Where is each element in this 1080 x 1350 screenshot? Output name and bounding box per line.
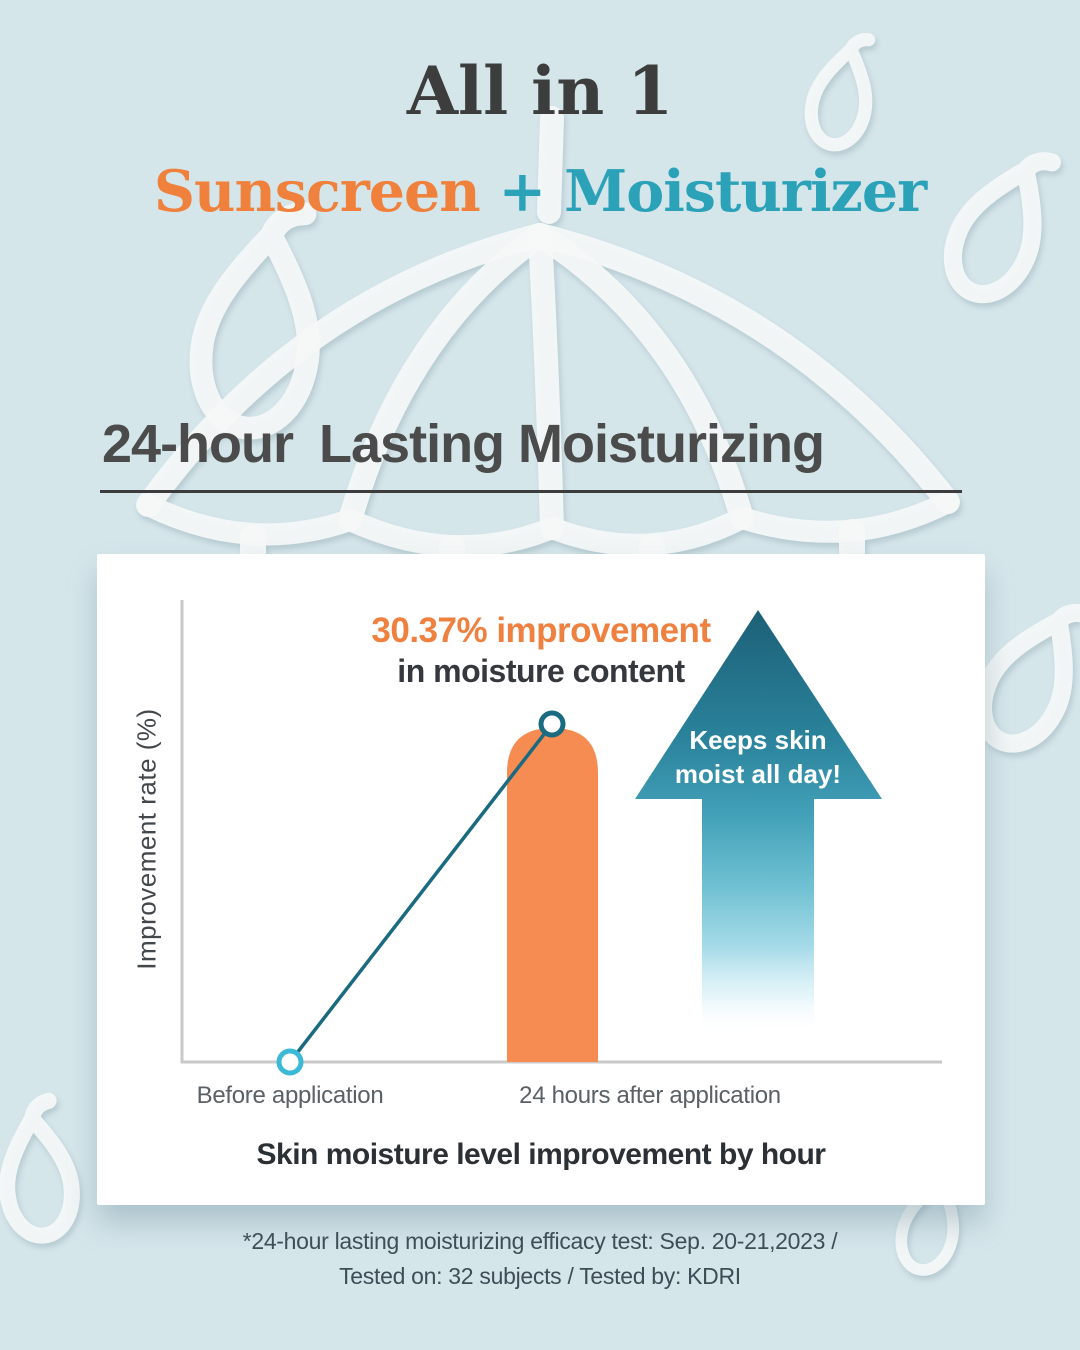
arrow-label: Keeps skin moist all day! — [675, 723, 841, 791]
marker-before — [276, 1048, 304, 1076]
subtitle-moisturizer: Moisturizer — [564, 158, 927, 225]
bar-after-application — [507, 728, 598, 1062]
subtitle-sunscreen: Sunscreen — [153, 158, 481, 225]
cream-drop-shape — [189, 202, 320, 440]
upward-arrow-shape — [635, 610, 882, 1034]
x-tick-after: 24 hours after application — [519, 1082, 781, 1109]
x-tick-before: Before application — [196, 1082, 384, 1109]
trend-line — [288, 722, 554, 1064]
arrow-label-line1: Keeps skin — [689, 725, 827, 755]
cream-drop-shape — [973, 603, 1080, 753]
subtitle-plus: + — [479, 158, 565, 225]
umbrella-spike-shape — [537, 106, 564, 224]
footnote-line1: *24-hour lasting moisturizing efficacy t… — [242, 1228, 838, 1254]
page-subtitle: Sunscreen + Moisturizer — [0, 158, 1080, 225]
improvement-detail: in moisture content — [397, 653, 685, 689]
cream-drop-shape — [943, 152, 1061, 304]
y-axis-label: Improvement rate (%) — [131, 708, 162, 970]
chart-graphics — [180, 600, 942, 1076]
improvement-annotation: 30.37% improvement in moisture content — [97, 610, 985, 692]
section-heading-lead: 24-hour — [102, 414, 294, 474]
improvement-highlight: 30.37% improvement — [371, 611, 711, 650]
page-title: All in 1 — [406, 52, 674, 130]
footnote-line2: Tested on: 32 subjects / Tested by: KDRI — [339, 1263, 741, 1289]
footnote: *24-hour lasting moisturizing efficacy t… — [0, 1224, 1080, 1294]
arrow-label-line2: moist all day! — [674, 759, 842, 789]
chart-card: 30.37% improvement in moisture content I… — [97, 554, 985, 1205]
marker-after — [538, 710, 566, 738]
section-heading-rest: Lasting Moisturizing — [319, 414, 825, 474]
heading-underline — [100, 490, 962, 493]
axes-lines — [180, 600, 942, 1064]
cream-drop-shape — [804, 32, 876, 152]
section-heading: 24-hour Lasting Moisturizing — [102, 413, 825, 475]
cream-drop-shape — [0, 1092, 80, 1244]
chart-title: Skin moisture level improvement by hour — [256, 1138, 827, 1171]
